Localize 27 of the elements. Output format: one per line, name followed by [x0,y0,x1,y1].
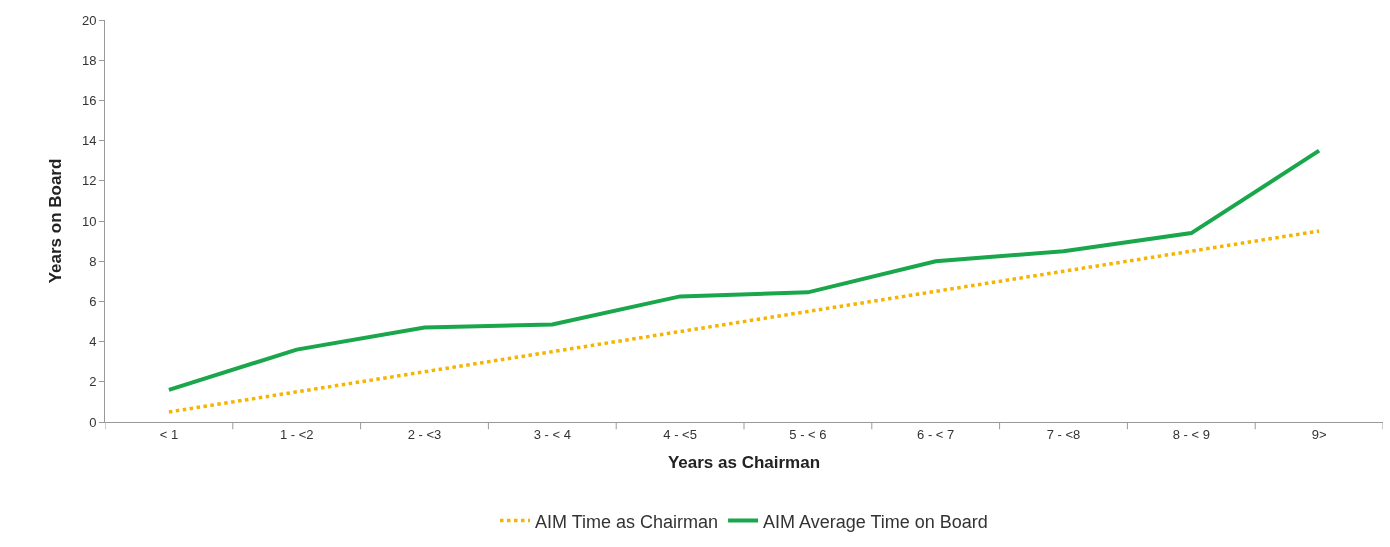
x-tick-label: 5 - < 6 [789,426,827,442]
line-series [166,148,1322,392]
y-tick-label: 18 [81,52,97,68]
y-tick-label: 14 [81,133,97,149]
x-tick-label: 8 - < 9 [1172,426,1210,442]
y-tick-label: 10 [81,213,97,229]
y-tick-label: 6 [89,293,97,309]
x-tick-label: < 1 [159,426,179,442]
y-tick-label: 2 [89,374,97,390]
x-tick-label: 1 - <2 [279,426,314,442]
legend-label: AIM Time as Chairman [535,511,719,532]
y-tick-label: 0 [89,414,97,430]
x-tick-label: 9> [1311,426,1327,442]
y-axis-title: Years on Board [46,158,66,284]
y-tick-label: 12 [81,173,97,189]
y-tick-label: 16 [81,92,97,108]
y-tick-label: 8 [89,253,97,269]
x-tick-label: 7 - <8 [1046,426,1081,442]
x-tick-label: 2 - <3 [407,426,442,442]
y-tick-label: 4 [89,334,97,350]
y-tick-label: 20 [81,12,97,28]
line-series [167,229,1321,414]
legend-label: AIM Average Time on Board [763,511,988,532]
x-axis-title: Years as Chairman [667,453,821,472]
x-tick-label: 6 - < 7 [917,426,955,442]
x-tick-label: 3 - < 4 [533,426,571,442]
x-tick-label: 4 - <5 [663,426,697,442]
